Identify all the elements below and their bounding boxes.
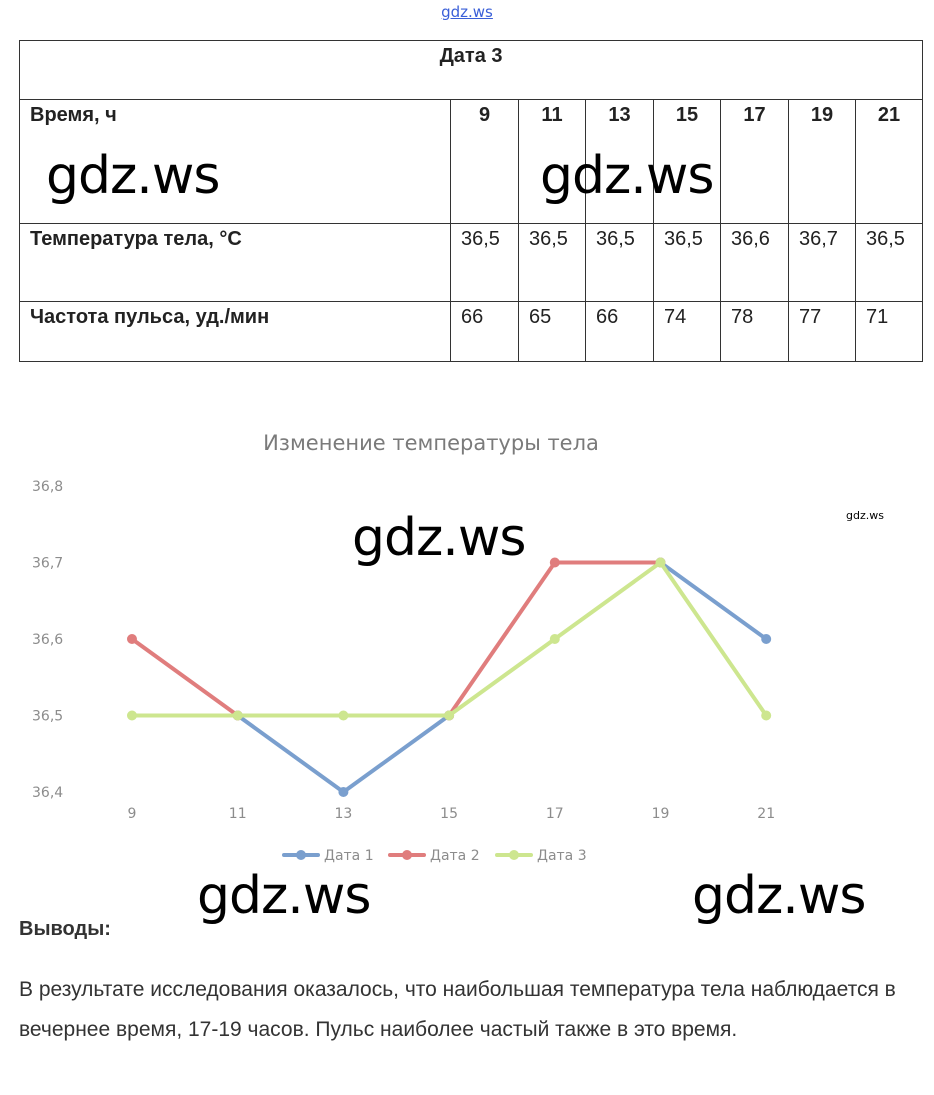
data-point [127, 634, 137, 644]
pulse-cell: 77 [788, 301, 856, 362]
legend-marker [509, 850, 519, 860]
data-point [338, 710, 349, 721]
pulse-cell: 74 [653, 301, 721, 362]
conclusions-text: В результате исследования оказалось, что… [19, 978, 896, 1041]
x-tick-label: 9 [128, 806, 137, 822]
temp-cell: 36,6 [720, 223, 789, 302]
watermark: gdz.ws [46, 146, 220, 206]
legend-label: Дата 2 [430, 848, 480, 864]
y-tick-label: 36,8 [32, 479, 63, 495]
hour-cell: 9 [450, 99, 519, 224]
temp-label: Температура тела, °С [19, 223, 451, 302]
hour-cell: 19 [788, 99, 856, 224]
x-tick-label: 21 [757, 806, 775, 822]
hour-cell: 21 [854, 99, 924, 224]
y-tick-label: 36,7 [32, 556, 63, 572]
series-line [130, 560, 769, 718]
measurements-table: Дата 3 Время, ч 9 11 13 15 17 19 21 Темп… [18, 40, 924, 362]
conclusions-title: Выводы: [19, 918, 111, 940]
data-point [444, 710, 455, 721]
pulse-label: Частота пульса, уд./мин [19, 301, 451, 362]
x-tick-label: 11 [229, 806, 247, 822]
time-label: Время, ч [19, 99, 451, 224]
pulse-cell: 65 [518, 301, 586, 362]
series-line [658, 560, 769, 641]
y-tick-label: 36,5 [32, 709, 63, 725]
series-line [235, 713, 452, 794]
temperature-chart: Изменение температуры тела 36,836,736,63… [32, 431, 776, 864]
data-point [338, 787, 349, 797]
y-tick-label: 36,6 [32, 632, 63, 648]
data-point [655, 557, 666, 568]
data-point [232, 710, 243, 721]
temp-cell: 36,5 [653, 223, 721, 302]
watermark-small: gdz.ws [846, 509, 884, 522]
watermark: gdz.ws [197, 866, 371, 926]
temp-cell: 36,5 [585, 223, 654, 302]
watermark: gdz.ws [540, 146, 714, 206]
hour-cell: 13 [585, 99, 654, 224]
site-link[interactable]: gdz.ws [441, 3, 493, 21]
data-point [549, 634, 560, 644]
legend-label: Дата 1 [324, 848, 374, 864]
temp-cell: 36,5 [854, 223, 924, 302]
data-point [549, 557, 560, 568]
series-lines [127, 557, 772, 797]
pulse-cell: 66 [585, 301, 654, 362]
legend: Дата 1 Дата 2 Дата 3 [282, 848, 587, 864]
pulse-cell: 66 [450, 301, 519, 362]
table-title: Дата 3 [18, 40, 924, 100]
x-tick-label: 17 [546, 806, 564, 822]
chart-title: Изменение температуры тела [263, 431, 599, 455]
temp-cell: 36,5 [450, 223, 519, 302]
hour-cell: 17 [720, 99, 789, 224]
legend-label: Дата 3 [537, 848, 587, 864]
legend-marker [296, 850, 306, 860]
watermark: gdz.ws [352, 508, 526, 568]
x-tick-label: 15 [440, 806, 458, 822]
hour-cell: 15 [653, 99, 721, 224]
x-axis: 9 11 13 15 17 19 21 [128, 806, 776, 822]
y-tick-label: 36,4 [32, 785, 63, 801]
pulse-cell: 71 [854, 301, 924, 362]
temp-cell: 36,7 [788, 223, 856, 302]
legend-marker [402, 850, 412, 860]
temp-cell: 36,5 [518, 223, 586, 302]
watermark: gdz.ws [692, 866, 866, 926]
data-point [761, 710, 772, 721]
x-tick-label: 19 [652, 806, 670, 822]
y-axis: 36,8 36,7 36,6 36,5 36,4 [32, 479, 63, 801]
series-line [130, 637, 240, 718]
x-tick-label: 13 [334, 806, 352, 822]
data-point [127, 710, 137, 721]
pulse-cell: 78 [720, 301, 789, 362]
data-point [761, 634, 772, 644]
